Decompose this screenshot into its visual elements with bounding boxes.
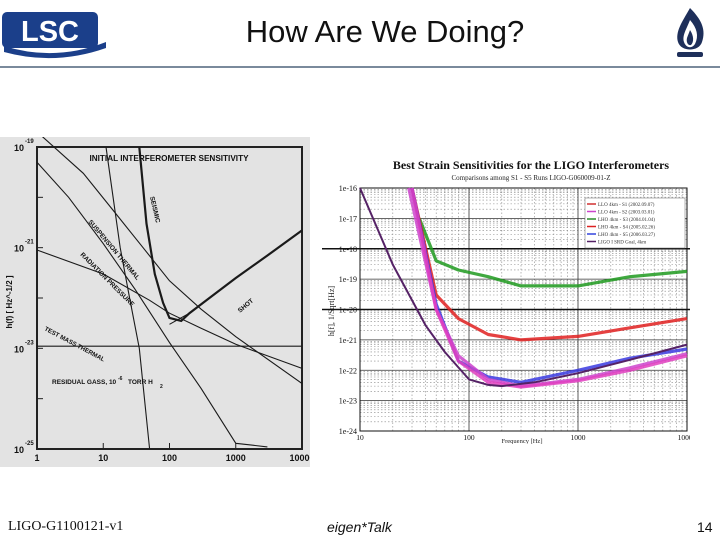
y-axis-label: h[f], 1/Sqrt[Hz] — [327, 286, 336, 337]
x-tick-label: 1000 — [571, 433, 586, 442]
curve-annotation: 2 — [160, 384, 163, 390]
y-tick-label: 1e-21 — [339, 336, 357, 345]
chart-title: INITIAL INTERFEROMETER SENSITIVITY — [89, 154, 249, 163]
x-tick-label: 1000 — [226, 453, 246, 463]
logo-swoosh — [4, 42, 106, 59]
legend-box — [584, 197, 686, 249]
x-tick-label: 1 — [34, 453, 39, 463]
noise-curve-6 — [138, 146, 303, 323]
x-tick-label: 10000 — [289, 453, 310, 463]
chart-subtitle: Comparisons among S1 - S5 Runs LIGO-G060… — [451, 174, 610, 182]
y-tick-label: 1e-16 — [339, 184, 357, 193]
lsc-logo: LSC — [2, 12, 106, 59]
legend-label: LLO 4km - S1 (2002.09.07) — [598, 203, 655, 208]
footer-talk-name: eigen*Talk — [327, 519, 392, 535]
footer-document-id: LIGO-G1100121-v1 — [8, 519, 124, 534]
strain-sensitivity-chart: LLO 4km - S1 (2002.09.07) LLO 4km - S2 (2… — [322, 156, 690, 444]
noise-curve-0 — [105, 146, 151, 450]
logo-plate — [2, 12, 98, 48]
y-tick-label: 1e-22 — [339, 366, 357, 375]
y-tick-label: 1e-24 — [339, 427, 357, 436]
x-tick-label: 100 — [463, 433, 475, 442]
y-tick-exponent: -21 — [25, 240, 34, 246]
y-tick-label: 10 — [14, 344, 24, 354]
y-tick-label: 10 — [14, 445, 24, 455]
noise-curve-1 — [41, 137, 303, 384]
sensitivity-curve-5 — [359, 187, 688, 388]
sensitivity-curve-1 — [410, 187, 688, 342]
legend-label: LLO 4km - S2 (2003.03.01) — [598, 211, 655, 216]
curve-annotation: TORR H — [128, 379, 153, 386]
x-tick-label: 10 — [98, 453, 108, 463]
y-tick-exponent: -25 — [25, 441, 34, 447]
x-tick-label: 10000 — [678, 433, 690, 442]
legend-label: LHO 4km - S3 (2004.01.04) — [598, 218, 655, 223]
title-underline — [0, 66, 720, 68]
y-tick-exponent: -19 — [25, 139, 34, 145]
sensitivity-curve-4 — [410, 187, 688, 389]
noise-curve-2 — [36, 161, 268, 448]
x-axis-label: Frequency [Hz] — [502, 438, 543, 444]
y-tick-exponent: -23 — [25, 340, 34, 346]
y-axis-label: h(f) [ Hz^-1/2 ] — [5, 275, 14, 328]
x-axis-label: Frequency (Hz) — [137, 466, 213, 467]
noise-curve-4 — [36, 249, 303, 369]
y-tick-label: 1e-23 — [339, 397, 357, 406]
y-tick-label: 1e-17 — [339, 214, 357, 223]
flame-icon — [677, 8, 704, 57]
legend-label: LHO 4km - S4 (2005.02.26) — [598, 226, 655, 231]
sensitivity-curve-0 — [417, 217, 688, 288]
curve-annotation: -6 — [118, 376, 123, 382]
curve-annotation: RESIDUAL GASS, 10 — [52, 379, 117, 386]
slide-title: How Are We Doing? — [245, 14, 525, 49]
x-tick-label: 100 — [162, 453, 177, 463]
x-tick-label: 10 — [356, 433, 364, 442]
page-number: 14 — [697, 519, 713, 535]
y-tick-label: 10 — [14, 244, 24, 254]
y-tick-label: 1e-18 — [339, 245, 357, 254]
plot-frame — [359, 187, 688, 432]
y-tick-label: 1e-19 — [339, 275, 357, 284]
initial-sensitivity-chart: INITIAL INTERFEROMETER SENSITIVITY 1 10 100… — [0, 137, 310, 467]
chart-title: Best Strain Sensitivities for the LIGO I… — [393, 158, 670, 172]
y-tick-label: 1e-20 — [339, 306, 357, 315]
legend-label: LHO 4km - S5 (2006.03.27) — [598, 233, 655, 238]
y-tick-label: 10 — [14, 143, 24, 153]
legend-label: LIGO I SRD Goal, 4km — [598, 241, 646, 246]
chart-paper — [0, 137, 310, 467]
logo-text: LSC — [21, 16, 79, 48]
